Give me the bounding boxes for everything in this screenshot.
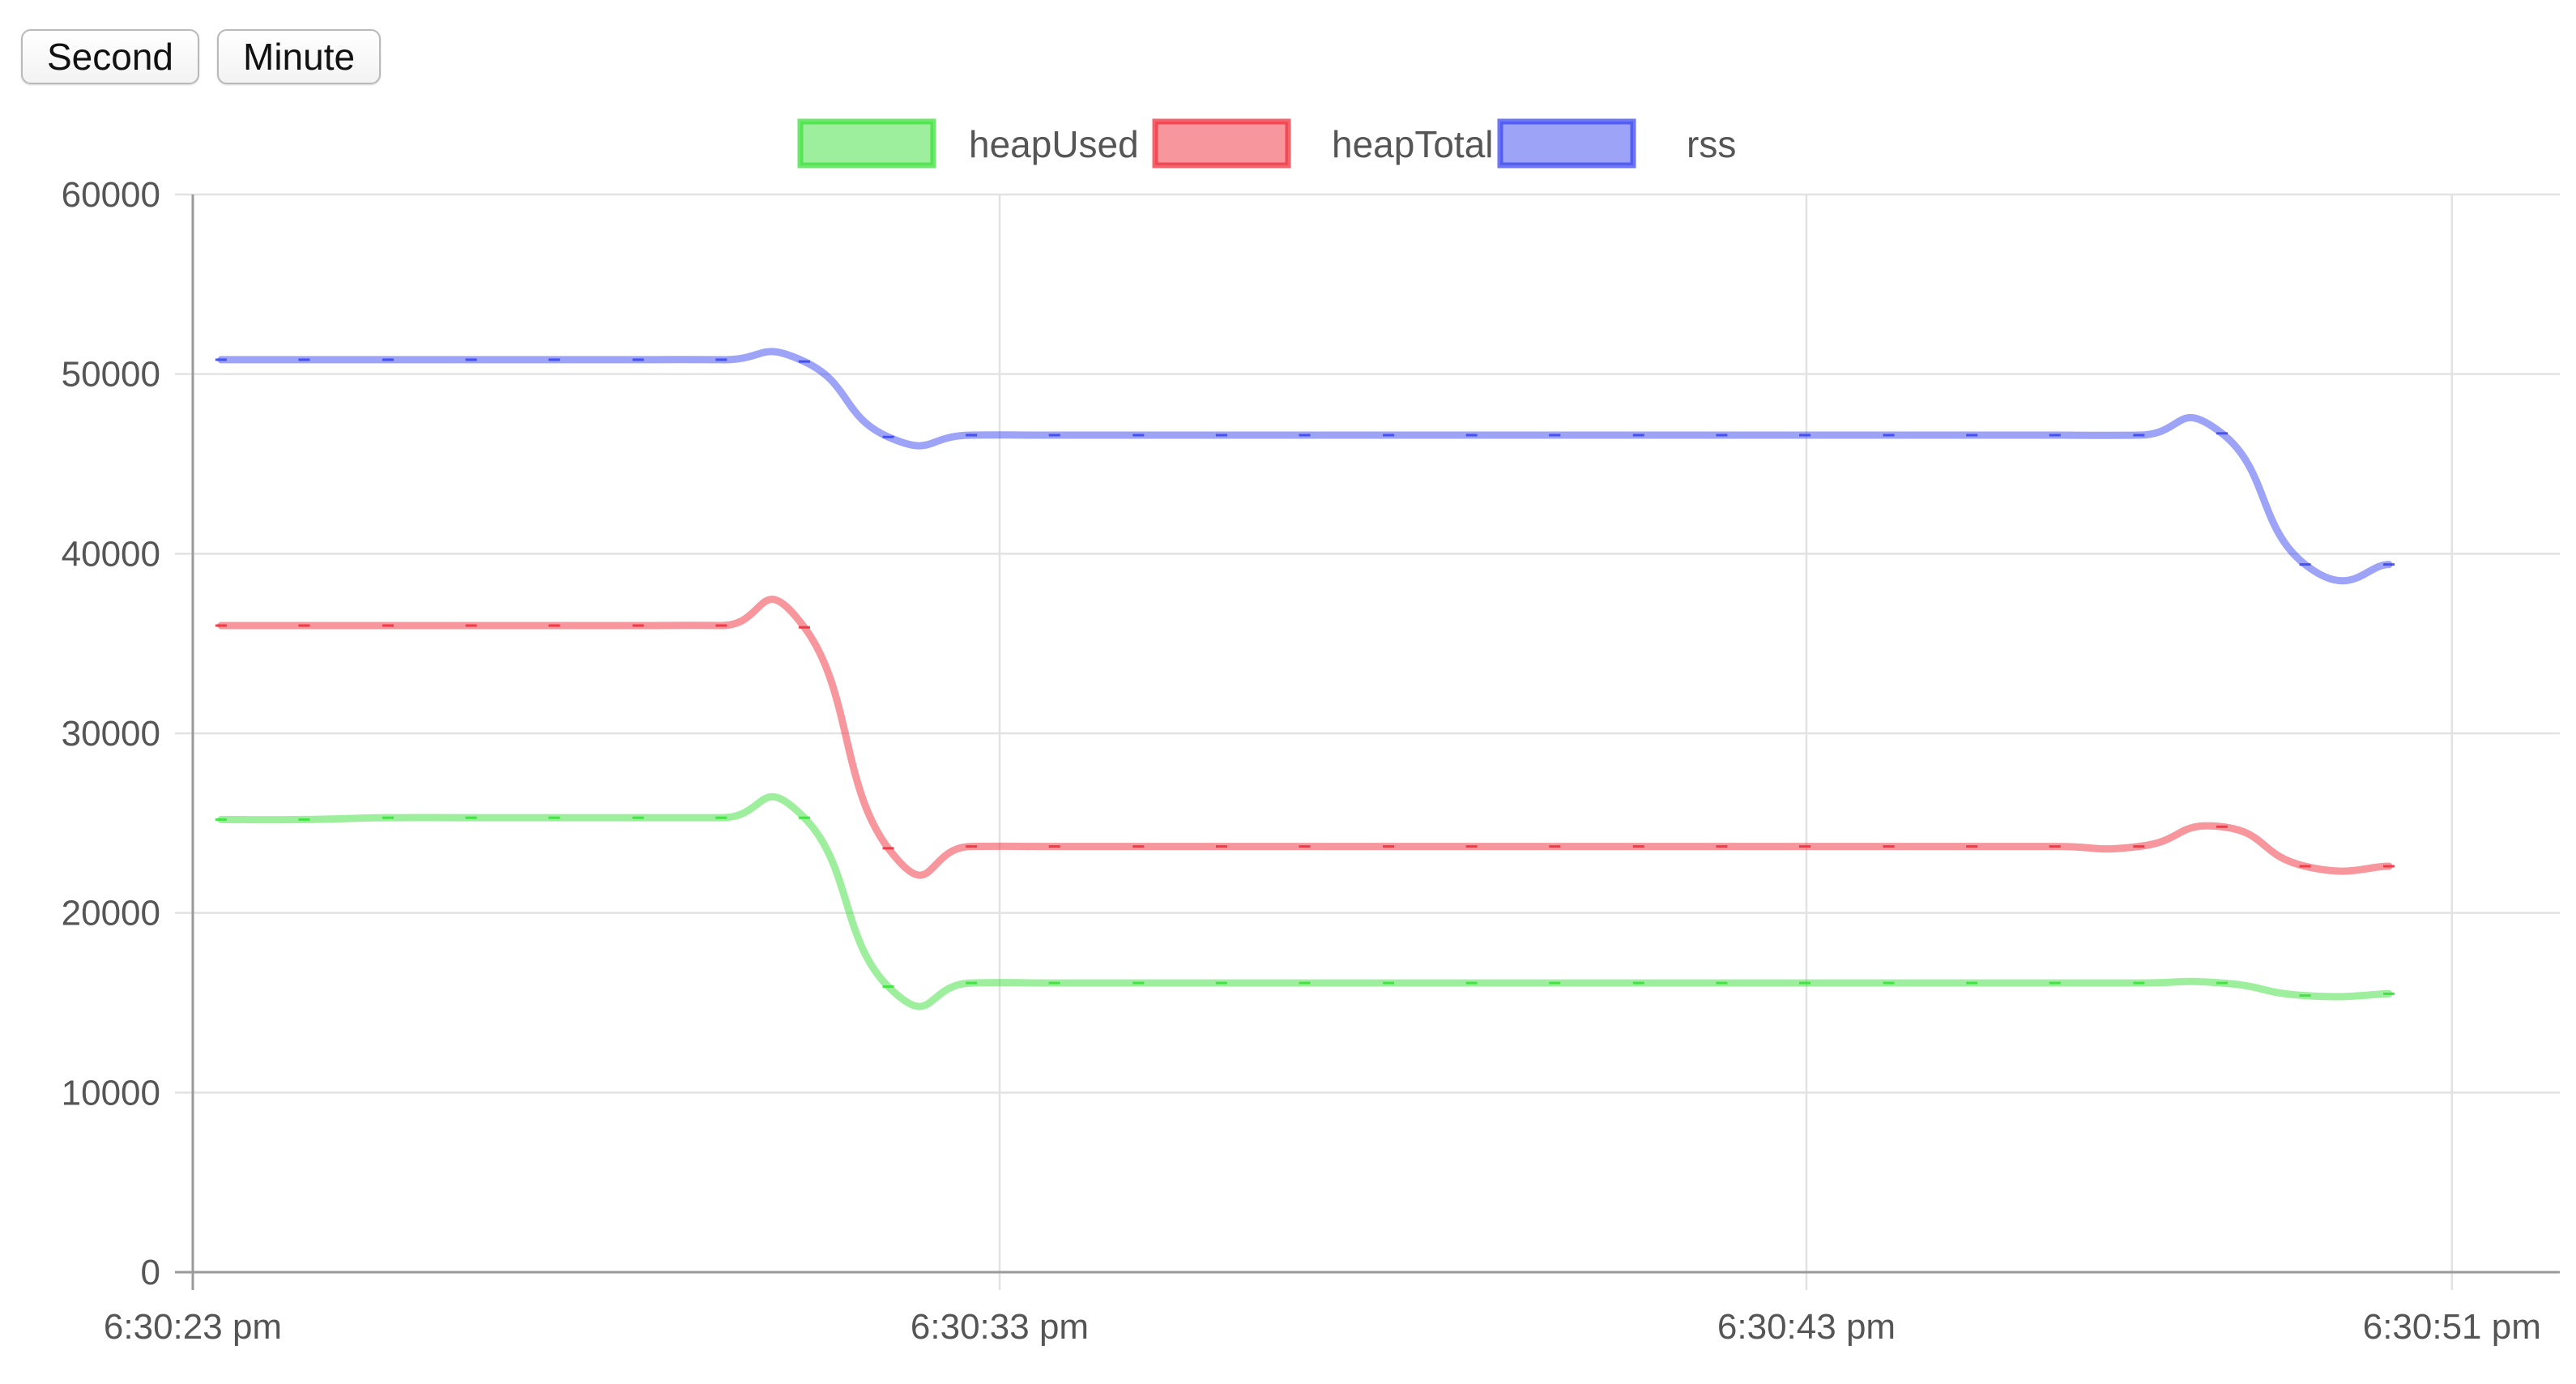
chart-legend: heapUsed heapTotal rss bbox=[797, 118, 1736, 169]
y-tick-label: 10000 bbox=[62, 1073, 160, 1113]
series-line bbox=[217, 596, 2393, 879]
legend-label: rss bbox=[1687, 123, 1736, 165]
y-tick-label: 20000 bbox=[62, 894, 160, 933]
series-line bbox=[217, 348, 2393, 585]
x-tick-label: 6:30:43 pm bbox=[1717, 1307, 1896, 1347]
legend-item-rss[interactable]: rss bbox=[1497, 118, 1736, 169]
y-tick-label: 40000 bbox=[62, 534, 160, 574]
range-toolbar: Second Minute bbox=[21, 29, 382, 84]
legend-item-heapTotal[interactable]: heapTotal bbox=[1152, 118, 1494, 169]
chart-series bbox=[215, 348, 2395, 1010]
legend-label: heapTotal bbox=[1332, 123, 1494, 165]
x-tick-label: 6:30:51 pm bbox=[2363, 1307, 2541, 1347]
series-line bbox=[217, 792, 2393, 1010]
series-heapTotal bbox=[215, 596, 2395, 879]
series-heapUsed bbox=[215, 792, 2395, 1010]
second-button[interactable]: Second bbox=[21, 29, 200, 84]
x-tick-label: 6:30:33 pm bbox=[911, 1307, 1089, 1347]
y-tick-label: 60000 bbox=[62, 175, 160, 215]
legend-item-heapUsed[interactable]: heapUsed bbox=[797, 118, 1139, 169]
chart-axes: 0 10000 20000 30000 40000 50000 60000 6:30:23 p… bbox=[62, 175, 2560, 1347]
legend-swatch bbox=[1497, 118, 1636, 169]
series-rss bbox=[215, 348, 2395, 585]
legend-label: heapUsed bbox=[969, 123, 1139, 165]
y-tick-label: 30000 bbox=[62, 714, 160, 754]
y-tick-label: 0 bbox=[141, 1253, 160, 1292]
x-tick-label: 6:30:23 pm bbox=[104, 1307, 282, 1347]
y-tick-label: 50000 bbox=[62, 355, 160, 395]
legend-swatch bbox=[1152, 118, 1291, 169]
legend-swatch bbox=[797, 118, 936, 169]
minute-button[interactable]: Minute bbox=[217, 29, 382, 84]
